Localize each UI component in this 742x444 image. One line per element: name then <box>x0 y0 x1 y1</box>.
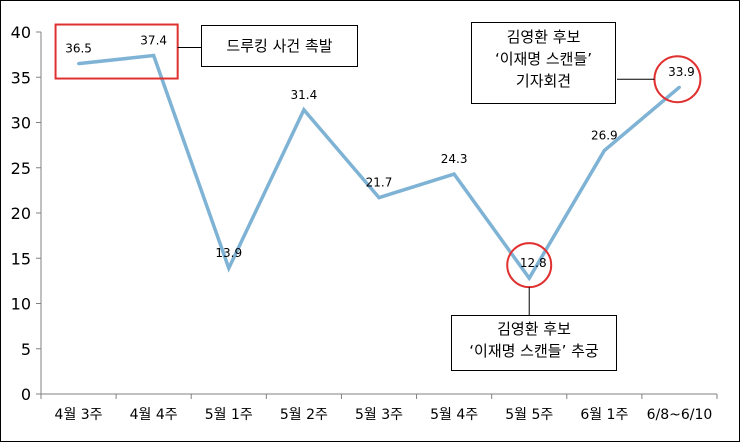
annotation-druking-text: 드루킹 사건 촉발 <box>226 37 333 55</box>
data-point <box>77 62 81 66</box>
data-label: 13.9 <box>215 246 242 260</box>
annotation-questioning-line-2: ‘이재명 스캔들’ 추궁 <box>469 341 599 360</box>
data-point <box>227 266 231 270</box>
data-point <box>302 108 306 112</box>
y-tick-label: 5 <box>21 340 31 359</box>
data-point <box>677 85 681 89</box>
x-tick-label: 6/8~6/10 <box>647 407 713 423</box>
data-label: 26.9 <box>591 129 618 143</box>
y-tick-label: 30 <box>11 114 31 133</box>
highlight-rect <box>54 23 179 80</box>
data-label: 37.4 <box>140 34 167 48</box>
annotation-press-conference: 김영환 후보 ‘이재명 스캔들’ 기자회견 <box>471 22 616 104</box>
data-point <box>377 196 381 200</box>
data-point <box>527 276 531 280</box>
y-tick-label: 35 <box>11 68 31 87</box>
data-label: 12.8 <box>520 256 547 270</box>
x-tick-label: 4월 3주 <box>55 407 103 423</box>
x-tick-label: 5월 2주 <box>280 407 328 423</box>
y-tick-label: 0 <box>21 385 31 404</box>
y-tick-label: 15 <box>11 249 31 268</box>
x-tick-label: 4월 4주 <box>130 407 178 423</box>
y-tick-label: 25 <box>11 159 31 178</box>
data-label: 31.4 <box>291 88 318 102</box>
annotation-druking: 드루킹 사건 촉발 <box>201 25 358 67</box>
annotation-press-line-1: 김영환 후보 <box>506 28 581 46</box>
data-label: 21.7 <box>366 176 393 190</box>
annotation-press-line-3: 기자회견 <box>515 71 572 90</box>
data-label: 24.3 <box>441 152 468 166</box>
data-label: 33.9 <box>668 65 695 79</box>
y-tick-label: 10 <box>11 295 31 314</box>
annotation-questioning: 김영환 후보 ‘이재명 스캔들’ 추궁 <box>451 315 617 371</box>
data-point <box>452 172 456 176</box>
x-tick-label: 5월 5주 <box>505 407 553 423</box>
x-tick-label: 5월 1주 <box>205 407 253 423</box>
annotation-press-line-2: ‘이재명 스캔들’ <box>494 49 593 68</box>
x-tick-label: 5월 3주 <box>355 407 403 423</box>
y-tick-label: 20 <box>11 204 31 223</box>
data-label: 36.5 <box>65 42 92 56</box>
y-tick-label: 40 <box>11 23 31 42</box>
data-point <box>152 54 156 58</box>
annotation-questioning-line-1: 김영환 후보 <box>497 320 571 338</box>
x-tick-label: 5월 4주 <box>430 407 478 423</box>
x-tick-label: 6월 1주 <box>580 407 628 423</box>
data-point <box>602 149 606 153</box>
